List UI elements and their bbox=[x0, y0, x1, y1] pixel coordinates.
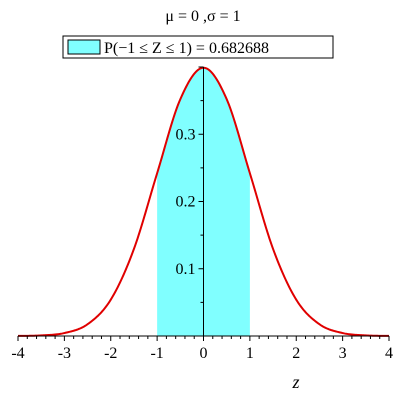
legend-swatch bbox=[67, 39, 101, 55]
x-tick-label: 3 bbox=[339, 345, 347, 362]
x-tick-label: -4 bbox=[11, 345, 24, 362]
x-tick-label: 4 bbox=[385, 345, 393, 362]
y-tick-label: 0.2 bbox=[176, 194, 196, 211]
y-tick-label: 0.1 bbox=[176, 261, 196, 278]
legend-label: P(−1 ≤ Z ≤ 1) = 0.682688 bbox=[104, 40, 269, 57]
x-tick-label: -3 bbox=[58, 345, 71, 362]
axes: -4 -3 -2 -1 0 1 2 3 4 0.1 0.2 0.3 bbox=[11, 66, 393, 362]
legend-box bbox=[62, 35, 334, 59]
x-tick-label: 0 bbox=[200, 345, 208, 362]
y-tick-label: 0.3 bbox=[176, 126, 196, 143]
x-tick-label: -2 bbox=[104, 345, 117, 362]
x-tick-label: 1 bbox=[246, 345, 254, 362]
x-tick-label: -1 bbox=[150, 345, 163, 362]
chart-title: μ = 0 ,σ = 1 bbox=[165, 8, 240, 25]
legend: P(−1 ≤ Z ≤ 1) = 0.682688 bbox=[62, 35, 334, 59]
x-tick-label: 2 bbox=[292, 345, 300, 362]
x-axis-label: z bbox=[291, 372, 299, 392]
